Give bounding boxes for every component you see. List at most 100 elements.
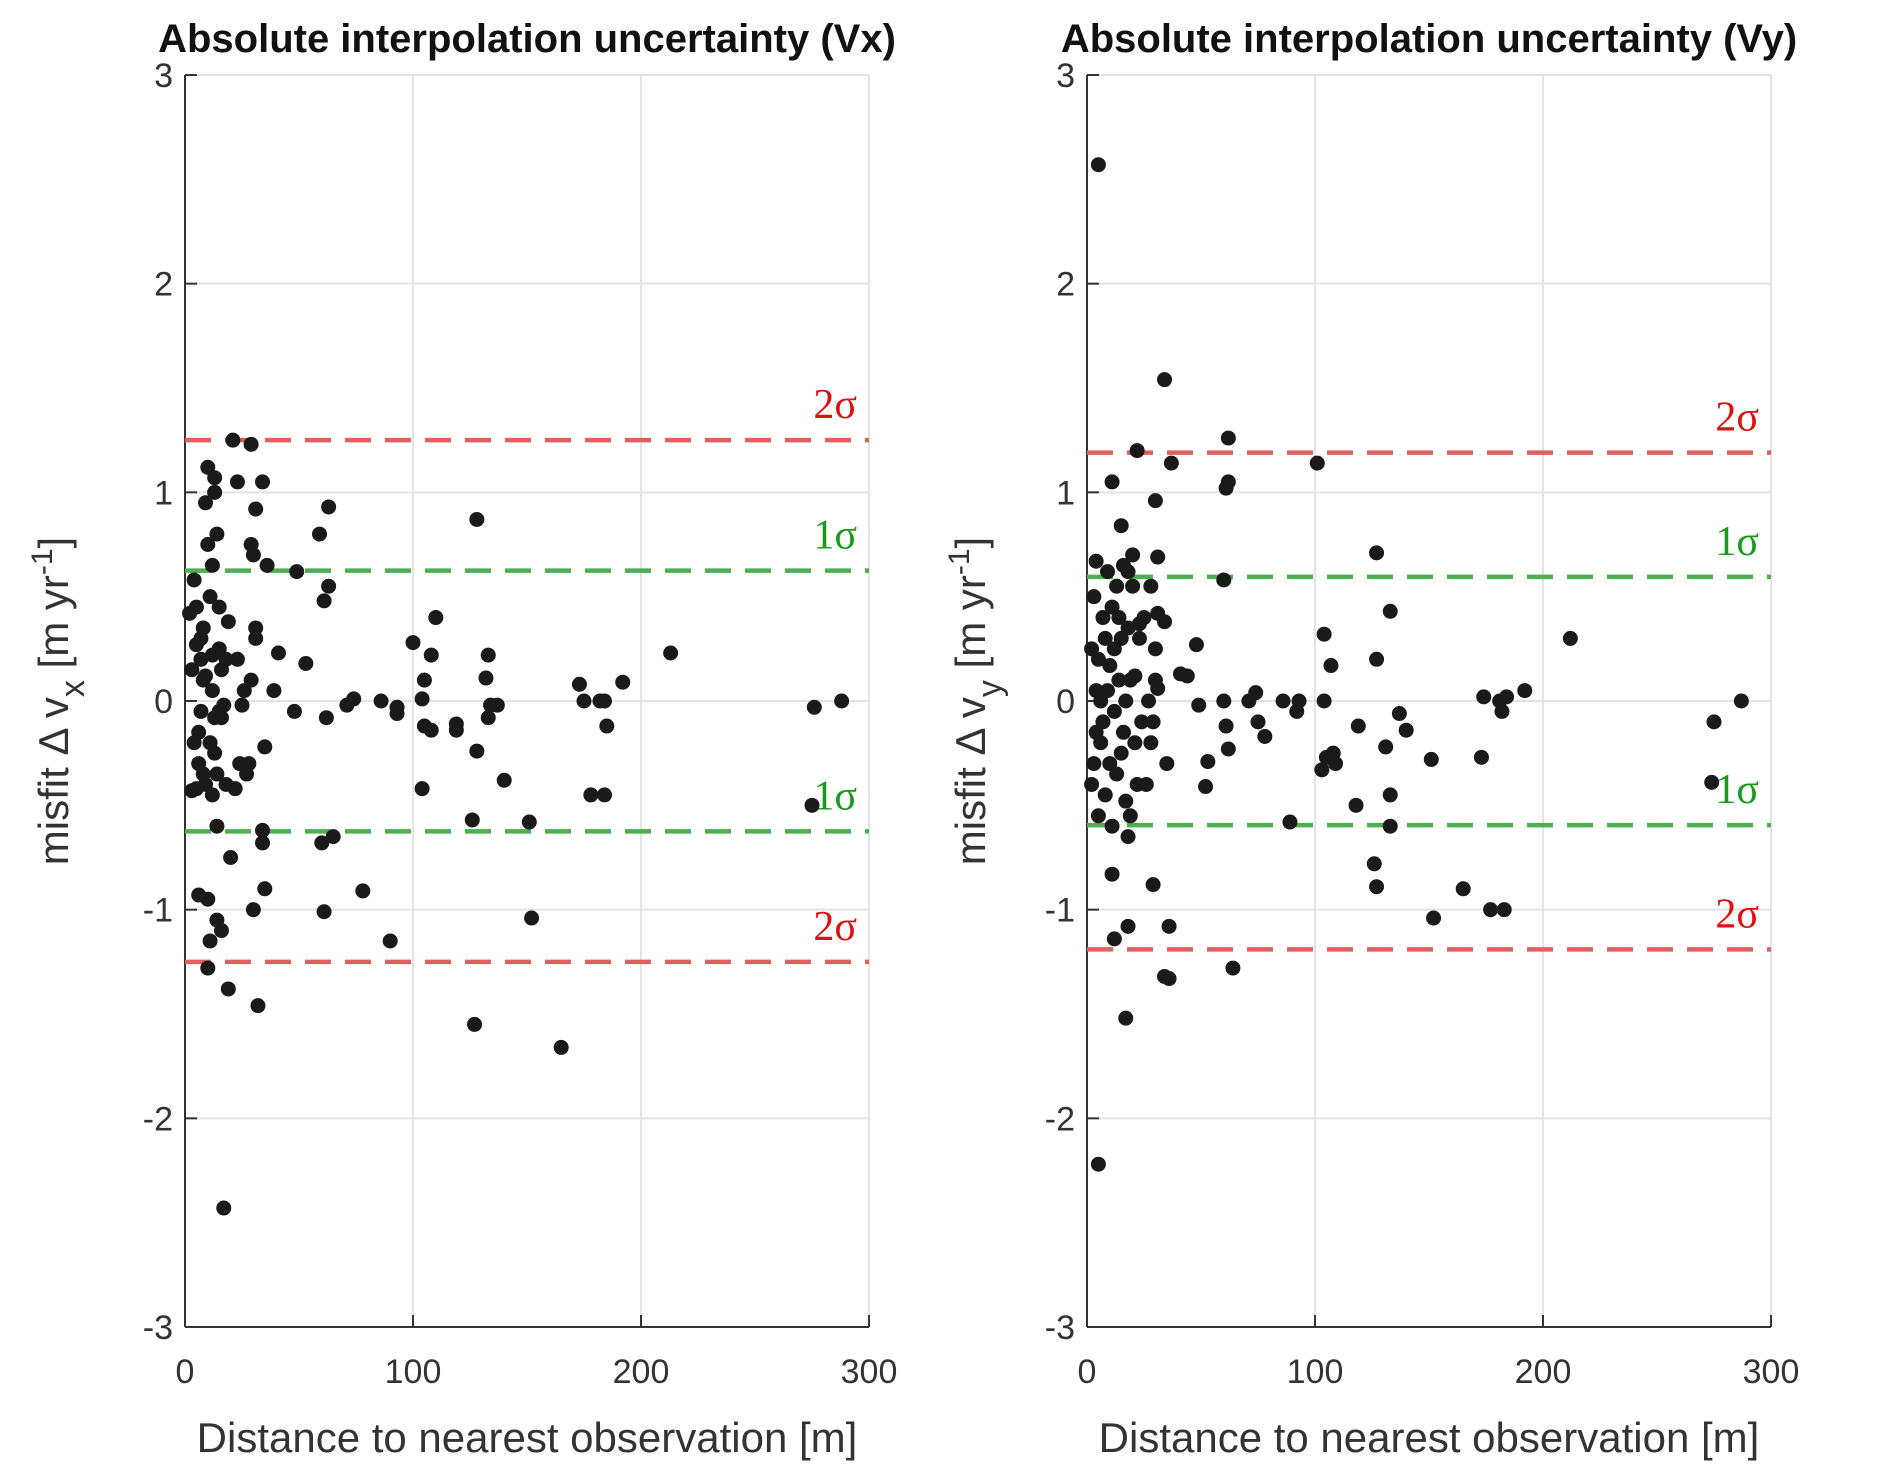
data-point [1118,693,1134,709]
y-axis-label: misfit Δ vy [m yr-1] [943,537,1009,865]
data-point [1382,818,1398,834]
x-tick-label: 100 [385,1353,442,1391]
data-point [416,672,432,688]
data-point [1100,564,1116,580]
data-point [1090,1156,1106,1172]
data-point [211,703,227,719]
data-point [200,960,216,976]
data-point [209,818,225,834]
data-point [1127,668,1143,684]
data-point [1111,672,1127,688]
data-point [1496,902,1512,918]
data-point [553,1039,569,1055]
data-point [250,998,266,1014]
data-point [1314,762,1330,778]
y-label-main: misfit Δ v [947,697,994,865]
data-point [1090,651,1106,667]
data-point [1104,818,1120,834]
data-point [1145,877,1161,893]
data-point [1093,735,1109,751]
data-point [1200,754,1216,770]
data-point [1163,455,1179,471]
data-point [1102,658,1118,674]
data-point [316,904,332,920]
panel-vy: 0 100 200 300 -3 -2 -1 0 1 2 3 2σ 1σ 1σ 2σ Absolute int… [943,17,1799,1461]
data-point [1120,829,1136,845]
data-point [1127,735,1143,751]
data-point [229,474,245,490]
y-label-main: misfit Δ v [30,697,77,865]
data-point [270,645,286,661]
data-point [314,835,330,851]
data-point [1517,683,1533,699]
data-point [255,474,271,490]
data-point [200,891,216,907]
data-point [1106,703,1122,719]
data-point [428,610,444,626]
data-point [1086,589,1102,605]
data-point [1423,751,1439,767]
data-point [243,436,259,452]
data-point [1147,672,1163,688]
data-point [1494,703,1510,719]
y-tick-label: -3 [143,1309,173,1347]
data-point [241,756,257,772]
data-point [1323,658,1339,674]
data-point [1382,787,1398,803]
data-point [186,735,202,751]
data-point [229,651,245,667]
data-point [257,739,273,755]
data-point [1134,714,1150,730]
data-point [1120,918,1136,934]
data-point [200,537,216,552]
data-point [321,499,337,515]
data-point [496,772,512,788]
data-point [207,484,223,500]
data-point [207,470,223,486]
data-point [204,683,220,699]
data-point [1188,637,1204,653]
data-point [464,812,480,828]
data-point [289,564,305,580]
panel-vx: 0 100 200 300 -3 -2 -1 0 1 2 3 2σ 1σ 1σ 2σ Absolute int… [26,17,897,1461]
data-point [467,1016,483,1032]
data-point [480,647,496,663]
data-point [245,547,261,563]
data-point [389,706,405,722]
data-point [209,526,225,542]
x-tick-label: 200 [613,1353,670,1391]
data-point [414,781,430,797]
sigma-label: 1σ [1715,767,1759,813]
data-point [259,557,275,573]
data-point [1191,697,1207,713]
data-point [1473,749,1489,765]
x-tick-label: 300 [841,1353,898,1391]
data-point [1104,474,1120,490]
data-point [1378,739,1394,755]
x-tick-label: 0 [1078,1353,1097,1391]
data-point [266,683,282,699]
data-point [220,614,236,630]
data-point [615,674,631,690]
data-point [1220,741,1236,757]
data-point [1218,480,1234,496]
x-axis-label: Distance to nearest observation [m] [197,1414,858,1461]
data-point [1426,910,1442,926]
data-point [1257,728,1273,744]
data-point [834,693,850,709]
y-tick-label: -2 [143,1100,173,1138]
data-point [211,599,227,615]
data-point [1095,714,1111,730]
y-tick-label: 2 [154,266,173,304]
data-point [1145,714,1161,730]
data-point [1220,430,1236,446]
data-point [220,981,236,997]
data-point [1366,856,1382,872]
data-point [583,787,599,803]
data-point [1113,518,1129,534]
data-point [480,710,496,726]
data-point [1115,557,1131,573]
data-point [248,630,264,646]
data-point [316,593,332,609]
data-point [202,933,218,949]
